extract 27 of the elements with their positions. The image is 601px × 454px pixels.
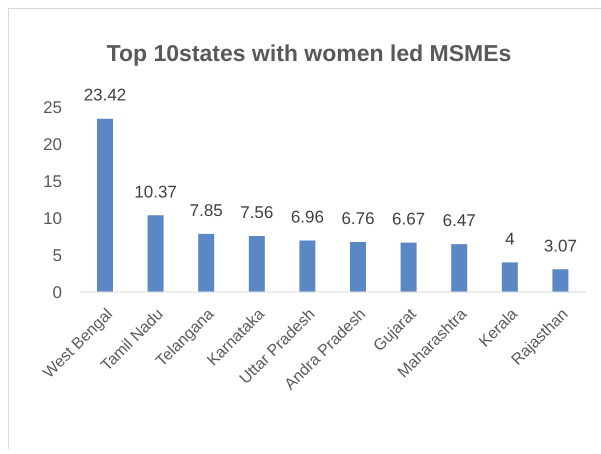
data-label: 6.96 — [290, 207, 324, 226]
data-label: 6.76 — [341, 208, 375, 228]
y-tick-label: 0 — [52, 283, 62, 302]
bar — [97, 118, 113, 292]
data-label: 6.47 — [442, 211, 476, 230]
bar — [198, 234, 214, 292]
data-label: 6.67 — [392, 210, 426, 229]
bar — [552, 269, 568, 292]
chart-title: Top 10states with women led MSMEs — [106, 39, 512, 67]
data-label: 10.37 — [134, 182, 177, 202]
data-label: 4 — [505, 229, 515, 248]
bar — [400, 242, 417, 292]
data-label: 7.56 — [240, 203, 274, 222]
y-tick-label: 15 — [43, 172, 62, 192]
bar — [148, 215, 164, 292]
data-label: 23.42 — [84, 86, 126, 105]
y-tick-label: 5 — [52, 246, 62, 266]
y-tick-label: 20 — [43, 135, 62, 154]
data-label: 7.85 — [190, 200, 223, 220]
y-tick-label: 10 — [43, 209, 62, 228]
bar — [350, 242, 366, 292]
bar — [248, 236, 265, 292]
y-tick-label: 25 — [43, 98, 62, 118]
data-label: 3.07 — [544, 236, 577, 256]
bar — [299, 240, 316, 292]
bar — [502, 262, 518, 292]
bar — [451, 244, 468, 292]
